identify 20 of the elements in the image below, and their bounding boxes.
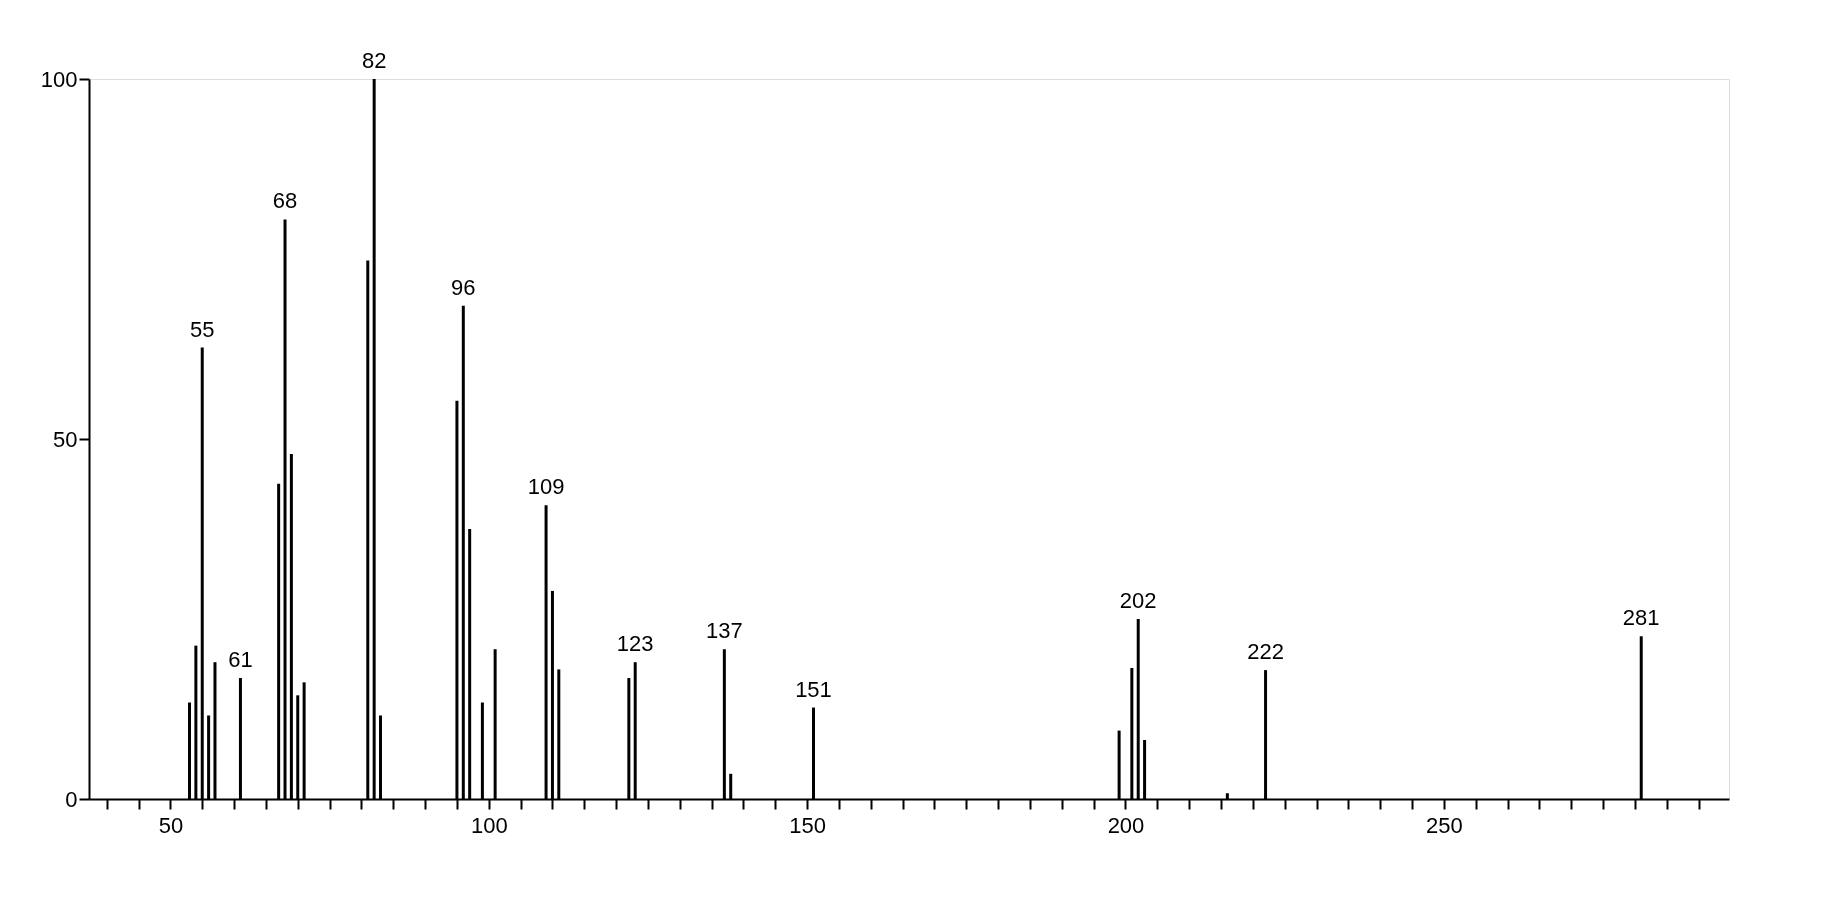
annotation: 222: [1247, 639, 1284, 665]
x-tick-label: 100: [470, 812, 508, 838]
annotation: 96: [451, 274, 476, 300]
y-tick-label: 0: [65, 786, 78, 812]
x-tick-label: 200: [1107, 812, 1145, 838]
annotation: 202: [1119, 588, 1157, 613]
annotation: 151: [795, 676, 832, 702]
annotation: 109: [527, 474, 565, 500]
y-tick-label: 50: [53, 426, 78, 452]
annotation: 55: [190, 316, 215, 342]
annotation: 123: [616, 631, 654, 657]
x-tick-label: 150: [789, 812, 826, 838]
annotation: 68: [272, 188, 298, 214]
annotation: 82: [361, 48, 387, 73]
x-tick-label: 250: [1425, 812, 1463, 838]
annotation: 281: [1622, 605, 1660, 631]
annotation: 61: [228, 647, 253, 673]
annotation: 137: [705, 618, 743, 644]
y-tick-label: 100: [40, 66, 78, 92]
x-tick-label: 50: [158, 812, 184, 838]
